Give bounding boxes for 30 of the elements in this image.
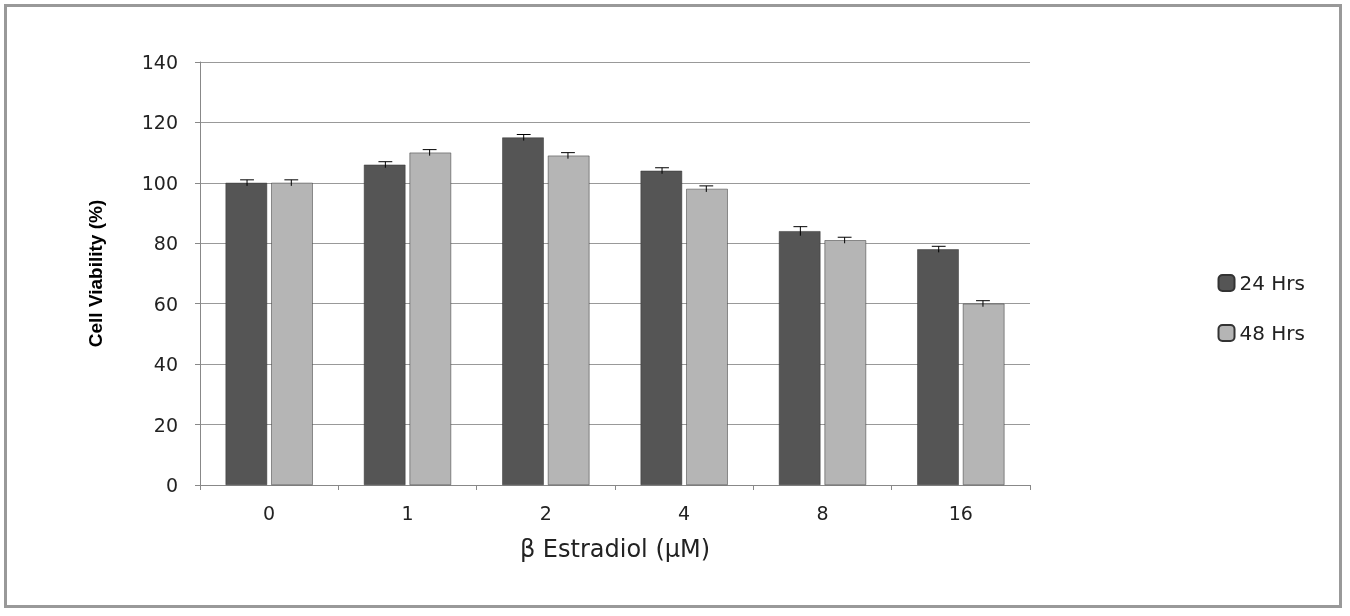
- y-tick-label: 100: [141, 171, 178, 194]
- bar: [686, 188, 728, 485]
- x-tick-label: 8: [816, 501, 829, 524]
- legend-label: 48 Hrs: [1239, 321, 1306, 345]
- y-tick-label: 80: [153, 232, 178, 255]
- bar: [502, 137, 544, 485]
- x-tick-label: 16: [948, 501, 973, 524]
- y-tick-label: 20: [153, 413, 178, 436]
- y-tick-label: 60: [153, 292, 178, 315]
- bar: [409, 152, 452, 485]
- bar: [778, 231, 821, 485]
- legend-label: 24 Hrs: [1239, 271, 1306, 295]
- bar: [547, 155, 590, 485]
- y-tick-label: 0: [165, 474, 178, 496]
- y-axis-title: Cell Viability (%): [85, 199, 106, 348]
- x-tick-label: 2: [539, 501, 552, 524]
- x-tick-label: 1: [401, 501, 414, 524]
- bar: [363, 164, 406, 485]
- bar: [962, 303, 1005, 485]
- x-tick-label: 0: [263, 501, 276, 524]
- bar: [824, 240, 867, 485]
- bar: [917, 249, 959, 485]
- x-axis-title: β Estradiol (µM): [519, 535, 711, 563]
- y-tick-label: 40: [153, 353, 178, 376]
- bar: [225, 182, 268, 485]
- y-tick-label: 140: [141, 51, 178, 73]
- x-tick-label: 4: [678, 501, 691, 524]
- bar: [640, 170, 683, 485]
- bar: [271, 182, 313, 485]
- y-tick-label: 120: [141, 111, 178, 134]
